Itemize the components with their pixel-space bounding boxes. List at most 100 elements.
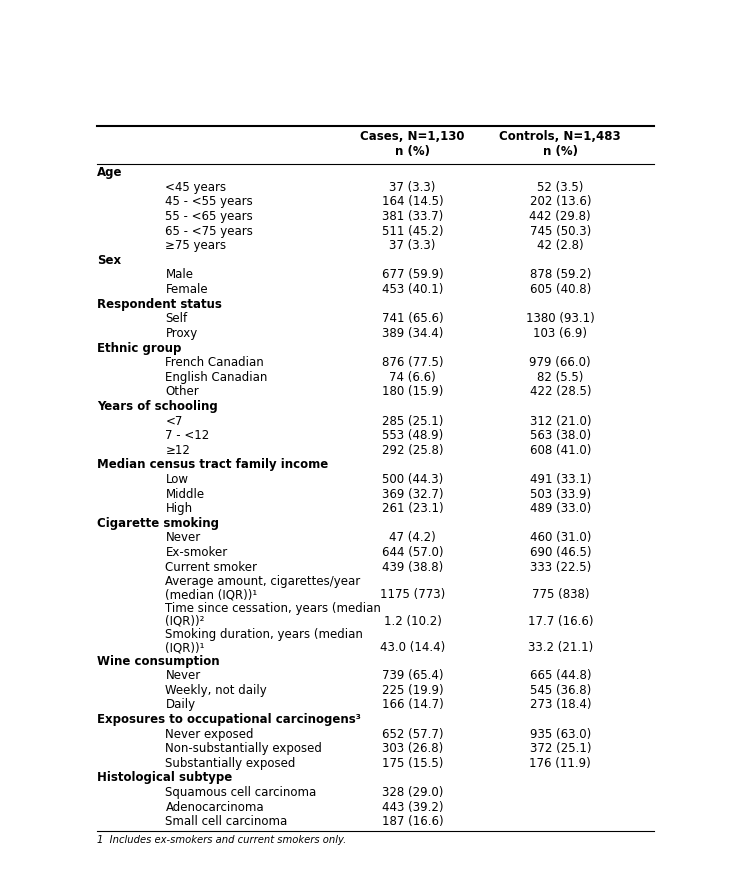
Text: <45 years: <45 years	[166, 181, 226, 194]
Text: Years of schooling: Years of schooling	[97, 400, 218, 413]
Text: 55 - <65 years: 55 - <65 years	[166, 210, 253, 223]
Text: 652 (57.7): 652 (57.7)	[382, 728, 443, 741]
Text: 677 (59.9): 677 (59.9)	[382, 268, 443, 281]
Text: Weekly, not daily: Weekly, not daily	[166, 684, 268, 697]
Text: 43.0 (14.4): 43.0 (14.4)	[380, 641, 445, 654]
Text: 745 (50.3): 745 (50.3)	[530, 225, 591, 237]
Text: 45 - <55 years: 45 - <55 years	[166, 196, 253, 208]
Text: 876 (77.5): 876 (77.5)	[382, 356, 443, 369]
Text: ≥12: ≥12	[166, 444, 191, 457]
Text: 47 (4.2): 47 (4.2)	[389, 531, 436, 544]
Text: 443 (39.2): 443 (39.2)	[382, 801, 443, 813]
Text: 372 (25.1): 372 (25.1)	[529, 742, 591, 755]
Text: Daily: Daily	[166, 699, 196, 712]
Text: 164 (14.5): 164 (14.5)	[382, 196, 443, 208]
Text: 553 (48.9): 553 (48.9)	[382, 430, 443, 442]
Text: Non-substantially exposed: Non-substantially exposed	[166, 742, 323, 755]
Text: Median census tract family income: Median census tract family income	[97, 459, 328, 471]
Text: 292 (25.8): 292 (25.8)	[382, 444, 443, 457]
Text: 202 (13.6): 202 (13.6)	[529, 196, 591, 208]
Text: Squamous cell carcinoma: Squamous cell carcinoma	[166, 786, 317, 799]
Text: ≥75 years: ≥75 years	[166, 239, 226, 252]
Text: 166 (14.7): 166 (14.7)	[382, 699, 443, 712]
Text: Small cell carcinoma: Small cell carcinoma	[166, 815, 288, 828]
Text: 37 (3.3): 37 (3.3)	[389, 181, 436, 194]
Text: 422 (28.5): 422 (28.5)	[529, 385, 591, 399]
Text: 491 (33.1): 491 (33.1)	[529, 473, 591, 486]
Text: n (%): n (%)	[395, 145, 430, 158]
Text: Sex: Sex	[97, 254, 122, 267]
Text: (IQR))¹: (IQR))¹	[166, 641, 205, 654]
Text: 741 (65.6): 741 (65.6)	[382, 312, 443, 325]
Text: 312 (21.0): 312 (21.0)	[529, 415, 591, 428]
Text: Male: Male	[166, 268, 194, 281]
Text: Middle: Middle	[166, 488, 205, 500]
Text: French Canadian: French Canadian	[166, 356, 264, 369]
Text: 453 (40.1): 453 (40.1)	[382, 283, 443, 296]
Text: Wine consumption: Wine consumption	[97, 654, 220, 668]
Text: 42 (2.8): 42 (2.8)	[537, 239, 583, 252]
Text: 775 (838): 775 (838)	[531, 588, 589, 601]
Text: 381 (33.7): 381 (33.7)	[382, 210, 443, 223]
Text: 389 (34.4): 389 (34.4)	[382, 327, 443, 340]
Text: 285 (25.1): 285 (25.1)	[382, 415, 443, 428]
Text: 442 (29.8): 442 (29.8)	[529, 210, 591, 223]
Text: Age: Age	[97, 167, 123, 179]
Text: Exposures to occupational carcinogens³: Exposures to occupational carcinogens³	[97, 713, 361, 726]
Text: 644 (57.0): 644 (57.0)	[382, 546, 443, 559]
Text: (IQR))²: (IQR))²	[166, 615, 205, 627]
Text: High: High	[166, 502, 193, 515]
Text: 7 - <12: 7 - <12	[166, 430, 210, 442]
Text: 1  Includes ex-smokers and current smokers only.: 1 Includes ex-smokers and current smoker…	[97, 834, 347, 845]
Text: 608 (41.0): 608 (41.0)	[530, 444, 591, 457]
Text: Smoking duration, years (median: Smoking duration, years (median	[166, 628, 364, 641]
Text: 180 (15.9): 180 (15.9)	[382, 385, 443, 399]
Text: 439 (38.8): 439 (38.8)	[382, 561, 443, 573]
Text: 979 (66.0): 979 (66.0)	[529, 356, 591, 369]
Text: Low: Low	[166, 473, 188, 486]
Text: 503 (33.9): 503 (33.9)	[530, 488, 591, 500]
Text: (median (IQR))¹: (median (IQR))¹	[166, 588, 258, 601]
Text: 225 (19.9): 225 (19.9)	[382, 684, 443, 697]
Text: Never: Never	[166, 531, 201, 544]
Text: 690 (46.5): 690 (46.5)	[529, 546, 591, 559]
Text: 52 (3.5): 52 (3.5)	[537, 181, 583, 194]
Text: 74 (6.6): 74 (6.6)	[389, 370, 436, 384]
Text: 665 (44.8): 665 (44.8)	[529, 669, 591, 682]
Text: English Canadian: English Canadian	[166, 370, 268, 384]
Text: 187 (16.6): 187 (16.6)	[382, 815, 443, 828]
Text: Proxy: Proxy	[166, 327, 198, 340]
Text: 605 (40.8): 605 (40.8)	[530, 283, 591, 296]
Text: Never exposed: Never exposed	[166, 728, 254, 741]
Text: 369 (32.7): 369 (32.7)	[382, 488, 443, 500]
Text: 460 (31.0): 460 (31.0)	[530, 531, 591, 544]
Text: 261 (23.1): 261 (23.1)	[382, 502, 443, 515]
Text: 65 - <75 years: 65 - <75 years	[166, 225, 254, 237]
Text: Cigarette smoking: Cigarette smoking	[97, 517, 219, 530]
Text: Other: Other	[166, 385, 199, 399]
Text: Ex-smoker: Ex-smoker	[166, 546, 228, 559]
Text: 273 (18.4): 273 (18.4)	[529, 699, 591, 712]
Text: 1.2 (10.2): 1.2 (10.2)	[383, 615, 441, 627]
Text: n (%): n (%)	[543, 145, 578, 158]
Text: Substantially exposed: Substantially exposed	[166, 757, 296, 770]
Text: 37 (3.3): 37 (3.3)	[389, 239, 436, 252]
Text: Controls, N=1,483: Controls, N=1,483	[499, 130, 621, 143]
Text: 333 (22.5): 333 (22.5)	[530, 561, 591, 573]
Text: Self: Self	[166, 312, 188, 325]
Text: Histological subtype: Histological subtype	[97, 772, 232, 784]
Text: Average amount, cigarettes/year: Average amount, cigarettes/year	[166, 575, 361, 588]
Text: Adenocarcinoma: Adenocarcinoma	[166, 801, 264, 813]
Text: 935 (63.0): 935 (63.0)	[530, 728, 591, 741]
Text: 17.7 (16.6): 17.7 (16.6)	[528, 615, 593, 627]
Text: Never: Never	[166, 669, 201, 682]
Text: 82 (5.5): 82 (5.5)	[537, 370, 583, 384]
Text: 103 (6.9): 103 (6.9)	[534, 327, 587, 340]
Text: 33.2 (21.1): 33.2 (21.1)	[528, 641, 593, 654]
Text: Current smoker: Current smoker	[166, 561, 257, 573]
Text: 563 (38.0): 563 (38.0)	[530, 430, 591, 442]
Text: 328 (29.0): 328 (29.0)	[382, 786, 443, 799]
Text: 878 (59.2): 878 (59.2)	[530, 268, 591, 281]
Text: 1380 (93.1): 1380 (93.1)	[526, 312, 594, 325]
Text: 175 (15.5): 175 (15.5)	[382, 757, 443, 770]
